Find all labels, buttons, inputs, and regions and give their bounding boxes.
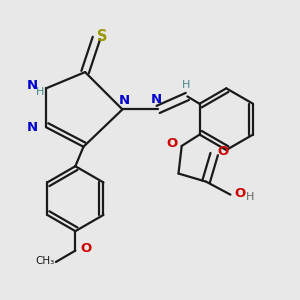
Text: N: N	[118, 94, 130, 107]
Text: H: H	[246, 192, 255, 202]
Text: O: O	[167, 137, 178, 150]
Text: O: O	[218, 145, 229, 158]
Text: CH₃: CH₃	[36, 256, 55, 266]
Text: S: S	[97, 29, 107, 44]
Text: H: H	[35, 87, 44, 97]
Text: H: H	[182, 80, 190, 90]
Text: O: O	[235, 187, 246, 200]
Text: O: O	[80, 242, 92, 256]
Text: N: N	[27, 79, 38, 92]
Text: N: N	[27, 121, 38, 134]
Text: N: N	[151, 93, 162, 106]
